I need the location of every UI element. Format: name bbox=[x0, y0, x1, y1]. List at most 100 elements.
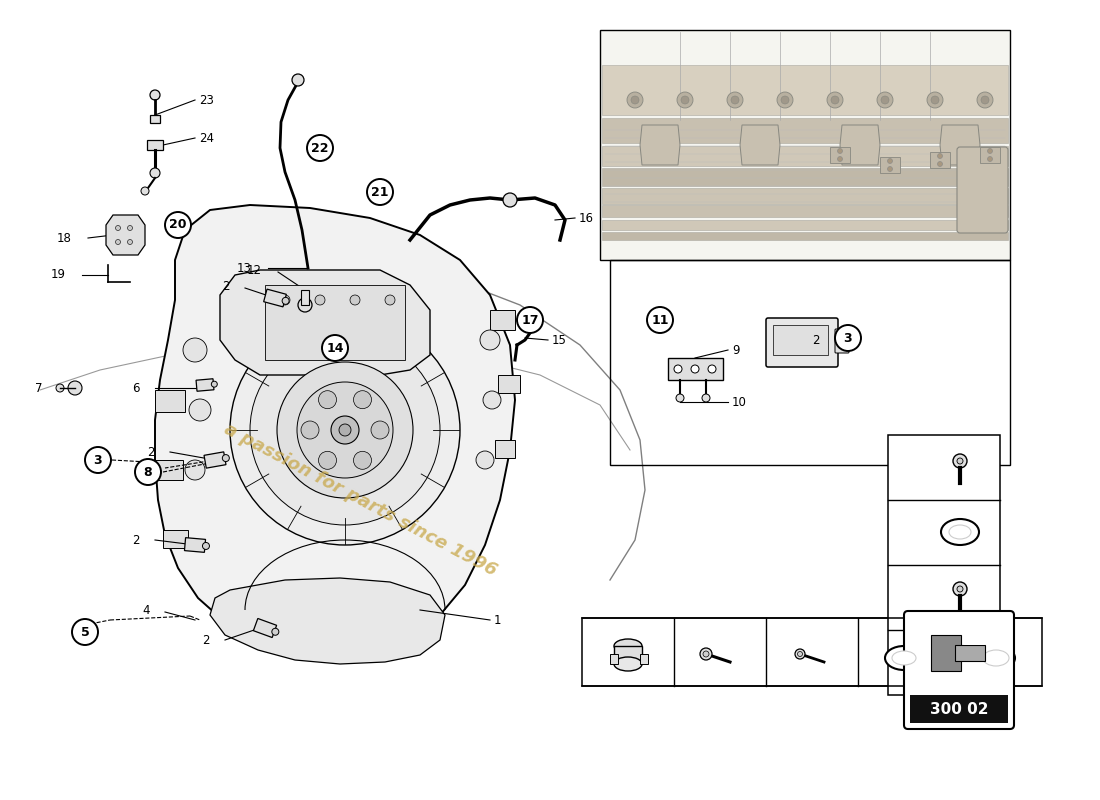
Circle shape bbox=[250, 335, 440, 525]
Circle shape bbox=[298, 298, 312, 312]
Bar bbox=[610, 654, 618, 664]
Text: 11: 11 bbox=[862, 626, 878, 639]
Bar bbox=[910, 695, 1008, 723]
Circle shape bbox=[128, 239, 132, 245]
Text: 21: 21 bbox=[372, 186, 388, 198]
Circle shape bbox=[282, 298, 289, 304]
Text: 5: 5 bbox=[894, 573, 902, 586]
Bar bbox=[600, 30, 1010, 260]
Circle shape bbox=[835, 325, 861, 351]
Bar bbox=[602, 205, 1008, 217]
Text: 9: 9 bbox=[732, 343, 739, 357]
Circle shape bbox=[331, 416, 359, 444]
Circle shape bbox=[937, 154, 943, 158]
Ellipse shape bbox=[614, 639, 642, 653]
Circle shape bbox=[319, 451, 337, 470]
Bar bbox=[498, 375, 520, 393]
Ellipse shape bbox=[983, 650, 1009, 666]
Circle shape bbox=[292, 74, 304, 86]
Text: 22: 22 bbox=[678, 626, 694, 639]
Circle shape bbox=[647, 307, 673, 333]
Text: 2: 2 bbox=[147, 446, 155, 458]
Polygon shape bbox=[264, 289, 286, 307]
Circle shape bbox=[319, 390, 337, 409]
Bar bbox=[930, 152, 950, 168]
Bar bbox=[830, 147, 850, 163]
Text: 2: 2 bbox=[812, 334, 820, 346]
Polygon shape bbox=[640, 125, 680, 165]
Text: 23: 23 bbox=[199, 94, 213, 106]
Circle shape bbox=[339, 424, 351, 436]
Circle shape bbox=[503, 193, 517, 207]
Circle shape bbox=[165, 212, 191, 238]
Circle shape bbox=[315, 295, 324, 305]
Text: 2: 2 bbox=[202, 634, 210, 646]
FancyBboxPatch shape bbox=[766, 318, 838, 367]
Circle shape bbox=[371, 421, 389, 439]
Circle shape bbox=[631, 96, 639, 104]
Polygon shape bbox=[155, 205, 515, 652]
Circle shape bbox=[888, 166, 892, 171]
Text: 14: 14 bbox=[327, 342, 343, 354]
Circle shape bbox=[353, 390, 372, 409]
Circle shape bbox=[953, 582, 967, 596]
Bar bbox=[602, 232, 1008, 240]
Bar bbox=[582, 618, 1042, 686]
Circle shape bbox=[135, 459, 161, 485]
Circle shape bbox=[957, 458, 962, 464]
Circle shape bbox=[927, 92, 943, 108]
Bar bbox=[602, 188, 1008, 204]
Circle shape bbox=[954, 648, 966, 660]
Text: 300 02: 300 02 bbox=[930, 702, 988, 717]
Circle shape bbox=[798, 651, 803, 657]
Circle shape bbox=[988, 157, 992, 162]
Circle shape bbox=[150, 90, 160, 100]
Ellipse shape bbox=[886, 646, 923, 670]
Polygon shape bbox=[106, 215, 145, 255]
Text: 6: 6 bbox=[132, 382, 140, 394]
Text: 15: 15 bbox=[552, 334, 567, 346]
Polygon shape bbox=[955, 645, 984, 661]
Bar bbox=[668, 358, 723, 380]
Circle shape bbox=[931, 96, 939, 104]
Polygon shape bbox=[220, 270, 430, 375]
Circle shape bbox=[702, 394, 710, 402]
Circle shape bbox=[937, 162, 943, 166]
Circle shape bbox=[674, 365, 682, 373]
Text: 3: 3 bbox=[894, 638, 902, 651]
Bar bbox=[614, 646, 642, 664]
Circle shape bbox=[307, 135, 333, 161]
Circle shape bbox=[277, 362, 412, 498]
Circle shape bbox=[676, 394, 684, 402]
Bar bbox=[602, 146, 1008, 166]
Circle shape bbox=[977, 92, 993, 108]
Circle shape bbox=[141, 187, 149, 195]
Circle shape bbox=[116, 239, 121, 245]
Polygon shape bbox=[204, 452, 226, 468]
Polygon shape bbox=[740, 125, 780, 165]
Bar bbox=[301, 290, 309, 305]
Circle shape bbox=[185, 460, 205, 480]
Circle shape bbox=[691, 365, 698, 373]
Circle shape bbox=[202, 542, 209, 550]
Bar bbox=[495, 440, 515, 458]
Text: 14: 14 bbox=[954, 626, 970, 639]
Circle shape bbox=[189, 399, 211, 421]
Circle shape bbox=[230, 315, 460, 545]
Circle shape bbox=[700, 648, 712, 660]
Polygon shape bbox=[940, 125, 980, 165]
Text: 20: 20 bbox=[169, 218, 187, 231]
Polygon shape bbox=[931, 635, 961, 671]
Bar bbox=[773, 325, 828, 355]
Circle shape bbox=[727, 92, 742, 108]
Text: 17: 17 bbox=[586, 626, 603, 639]
Text: a passion for parts since 1996: a passion for parts since 1996 bbox=[221, 420, 499, 580]
Bar bbox=[602, 118, 1008, 143]
Circle shape bbox=[68, 381, 82, 395]
Bar bbox=[150, 115, 160, 123]
Circle shape bbox=[517, 307, 543, 333]
Bar bbox=[155, 390, 185, 412]
Circle shape bbox=[280, 295, 290, 305]
Text: 17: 17 bbox=[521, 314, 539, 326]
Polygon shape bbox=[185, 538, 206, 552]
